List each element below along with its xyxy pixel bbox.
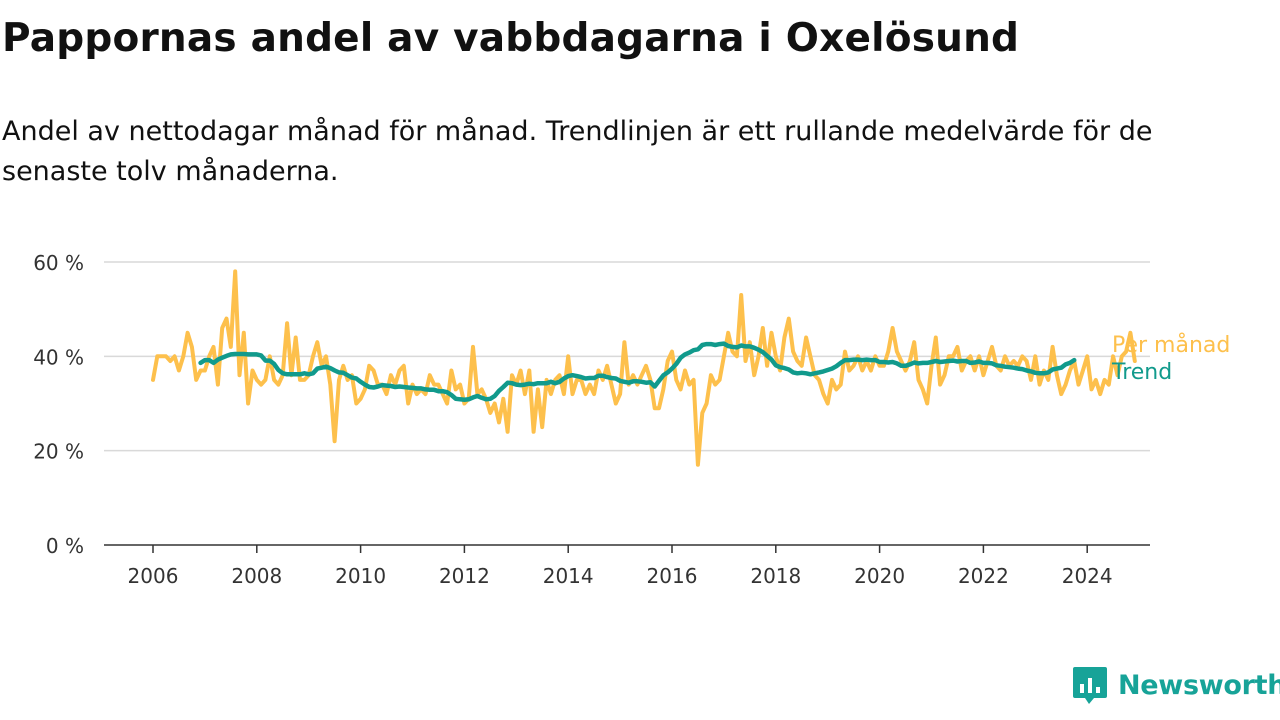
- x-tick-label: 2022: [958, 564, 1009, 588]
- y-tick-label: 20 %: [33, 440, 84, 464]
- x-tick-label: 2024: [1062, 564, 1113, 588]
- chart-lines: [151, 269, 1137, 467]
- y-tick-label: 0 %: [46, 534, 84, 558]
- chart-title: Pappornas andel av vabbdagarna i Oxelösu…: [2, 16, 1020, 61]
- series-line-trend: [198, 341, 1077, 402]
- chart-axes: 0 % 20 % 40 % 60 % 2006 2008 2010 2012 2014 2016 2…: [33, 251, 1150, 588]
- x-tick-label: 2010: [335, 564, 386, 588]
- y-tick-label: 60 %: [33, 251, 84, 275]
- brand-name: Newsworthy: [1118, 669, 1280, 701]
- x-tick-label: 2014: [543, 564, 594, 588]
- x-tick-label: 2018: [750, 564, 801, 588]
- newsworthy-brand: Newsworthy: [1072, 664, 1280, 706]
- series-label-trend: Trend: [1111, 360, 1172, 385]
- series-line-per-manad: [151, 269, 1137, 467]
- series-label-per-manad: Per månad: [1112, 332, 1230, 358]
- newsworthy-logo-icon: [1073, 667, 1107, 704]
- line-chart: 0 % 20 % 40 % 60 % 2006 2008 2010 2012 2014 2016 2…: [33, 251, 1230, 588]
- x-tick-label: 2006: [128, 564, 179, 588]
- x-tick-label: 2020: [854, 564, 905, 588]
- x-tick-label: 2016: [647, 564, 698, 588]
- y-tick-label: 40 %: [33, 345, 84, 369]
- chart-subtitle: Andel av nettodagar månad för månad. Tre…: [2, 116, 1153, 187]
- x-tick-label: 2012: [439, 564, 490, 588]
- x-tick-label: 2008: [231, 564, 282, 588]
